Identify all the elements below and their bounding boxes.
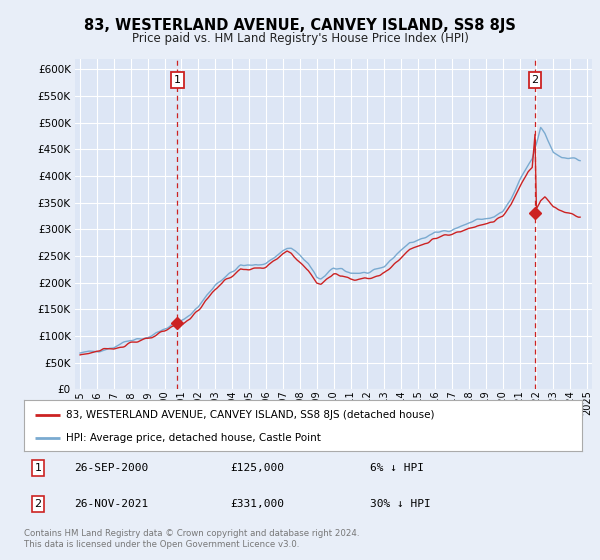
Text: 83, WESTERLAND AVENUE, CANVEY ISLAND, SS8 8JS: 83, WESTERLAND AVENUE, CANVEY ISLAND, SS… [84, 18, 516, 33]
Text: Price paid vs. HM Land Registry's House Price Index (HPI): Price paid vs. HM Land Registry's House … [131, 32, 469, 45]
Text: 2: 2 [532, 75, 539, 85]
Text: 83, WESTERLAND AVENUE, CANVEY ISLAND, SS8 8JS (detached house): 83, WESTERLAND AVENUE, CANVEY ISLAND, SS… [66, 409, 434, 419]
Text: Contains HM Land Registry data © Crown copyright and database right 2024.
This d: Contains HM Land Registry data © Crown c… [24, 529, 359, 549]
Text: HPI: Average price, detached house, Castle Point: HPI: Average price, detached house, Cast… [66, 433, 321, 443]
Text: 1: 1 [34, 463, 41, 473]
Text: £125,000: £125,000 [230, 463, 284, 473]
Text: 26-NOV-2021: 26-NOV-2021 [74, 499, 148, 509]
Text: 1: 1 [174, 75, 181, 85]
Text: 6% ↓ HPI: 6% ↓ HPI [370, 463, 424, 473]
Text: 26-SEP-2000: 26-SEP-2000 [74, 463, 148, 473]
Text: £331,000: £331,000 [230, 499, 284, 509]
Text: 2: 2 [34, 499, 41, 509]
Text: 30% ↓ HPI: 30% ↓ HPI [370, 499, 431, 509]
